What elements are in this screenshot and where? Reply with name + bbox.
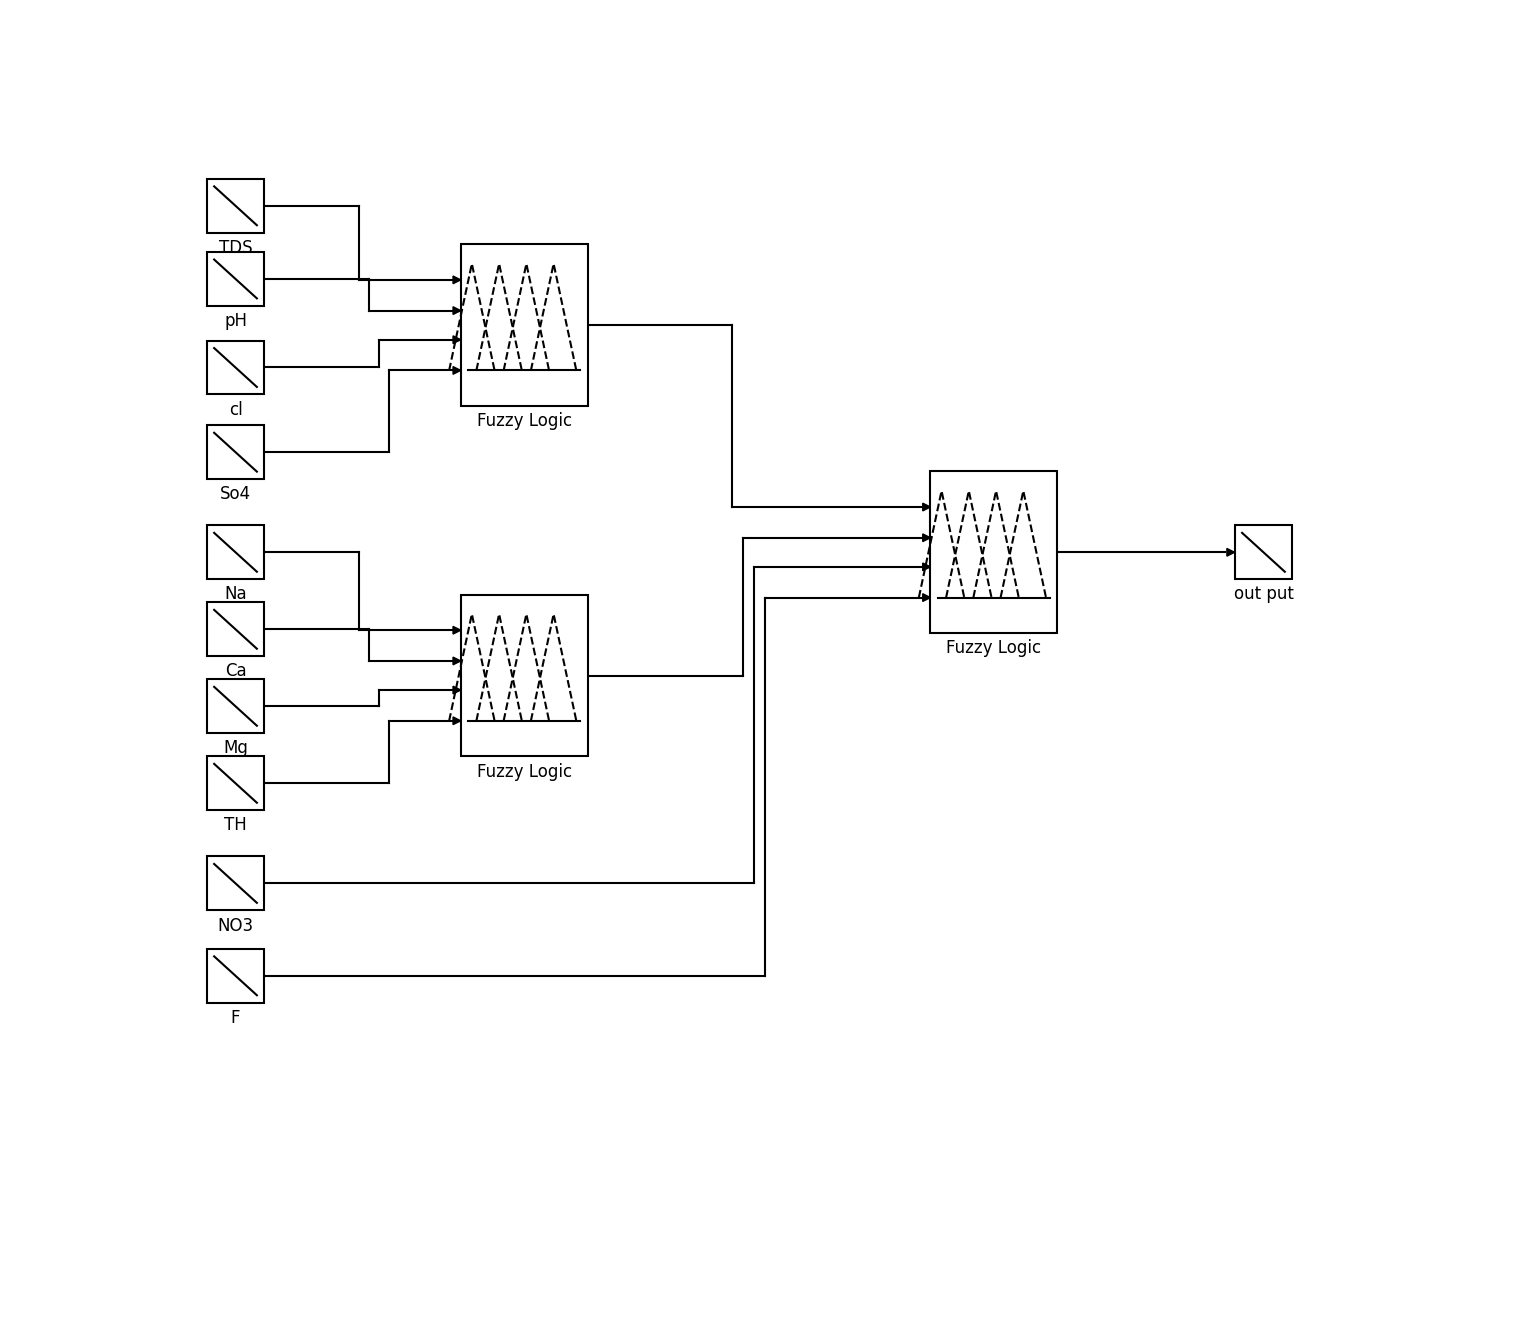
Text: NO3: NO3: [218, 916, 253, 935]
Text: Mg: Mg: [223, 739, 248, 757]
Polygon shape: [1227, 548, 1235, 556]
Polygon shape: [453, 657, 461, 665]
Polygon shape: [453, 626, 461, 634]
Polygon shape: [453, 686, 461, 694]
Bar: [206, 178, 265, 233]
Bar: [206, 251, 265, 306]
Bar: [206, 602, 265, 656]
Polygon shape: [453, 717, 461, 725]
Polygon shape: [453, 307, 461, 314]
Text: Fuzzy Logic: Fuzzy Logic: [477, 762, 571, 781]
Text: out put: out put: [1233, 585, 1294, 604]
Text: TDS: TDS: [218, 239, 253, 257]
Text: Fuzzy Logic: Fuzzy Logic: [947, 640, 1041, 657]
Bar: [461, 595, 588, 757]
Polygon shape: [923, 563, 930, 571]
Bar: [206, 340, 265, 395]
Polygon shape: [453, 367, 461, 374]
Polygon shape: [923, 503, 930, 511]
Text: Na: Na: [224, 585, 247, 604]
Bar: [206, 948, 265, 1003]
Polygon shape: [923, 533, 930, 541]
Bar: [1235, 525, 1292, 580]
Polygon shape: [923, 593, 930, 601]
Bar: [206, 525, 265, 580]
Text: pH: pH: [224, 313, 247, 330]
Bar: [206, 757, 265, 810]
Bar: [206, 857, 265, 910]
Text: cl: cl: [229, 400, 242, 419]
Bar: [206, 680, 265, 733]
Bar: [206, 426, 265, 479]
Text: F: F: [230, 1009, 241, 1027]
Bar: [461, 245, 588, 406]
Bar: [930, 471, 1057, 633]
Text: Fuzzy Logic: Fuzzy Logic: [477, 412, 571, 430]
Text: Ca: Ca: [224, 662, 247, 681]
Polygon shape: [453, 336, 461, 343]
Polygon shape: [453, 277, 461, 283]
Text: TH: TH: [224, 817, 247, 834]
Text: So4: So4: [220, 485, 251, 503]
